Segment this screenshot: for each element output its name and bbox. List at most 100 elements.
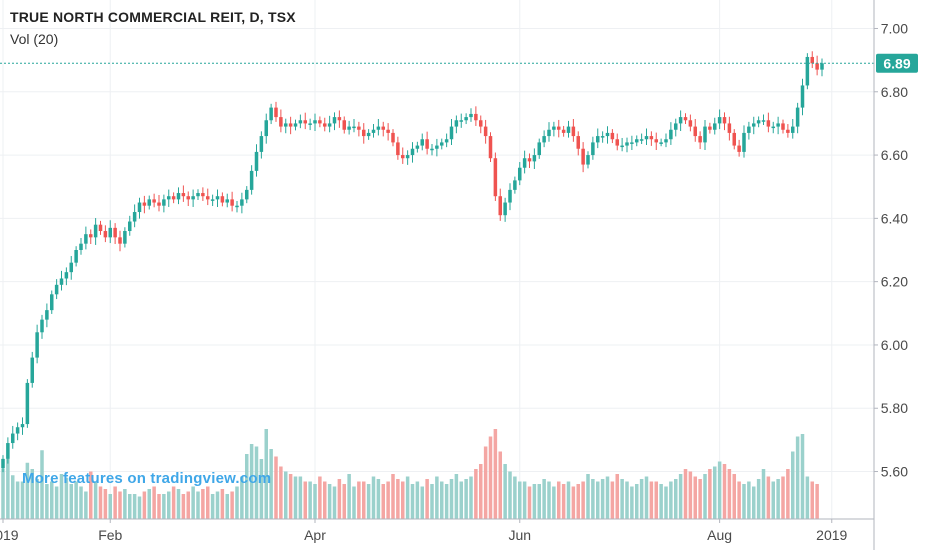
- volume-bar: [64, 477, 69, 519]
- volume-bar: [322, 481, 327, 519]
- candle-body: [410, 148, 415, 156]
- volume-bar: [118, 491, 122, 519]
- volume-bar: [537, 484, 542, 519]
- volume-bar: [113, 486, 117, 519]
- candle-body: [142, 202, 147, 206]
- volume-bar: [371, 476, 376, 519]
- volume-bar: [517, 481, 522, 519]
- candle-body: [678, 117, 683, 124]
- volume-bar: [435, 476, 439, 519]
- price-series: [1, 51, 824, 473]
- volume-bar: [527, 486, 532, 519]
- volume-bar: [186, 491, 191, 519]
- candle-body: [625, 142, 629, 146]
- volume-bar: [308, 481, 312, 519]
- volume-bar: [269, 449, 273, 519]
- price-tick-label: 6.00: [881, 337, 908, 353]
- candle-body: [615, 139, 620, 146]
- volume-bar: [1, 469, 5, 519]
- candle-body: [537, 142, 542, 156]
- volume-bar: [225, 494, 230, 519]
- volume-bar: [181, 494, 186, 519]
- candle-body: [162, 199, 166, 206]
- candle-body: [69, 262, 74, 273]
- candle-body: [59, 278, 64, 285]
- volume-bar: [191, 486, 195, 519]
- candle-body: [45, 310, 49, 320]
- volume-bar: [464, 479, 468, 519]
- volume-bar: [708, 469, 712, 519]
- volume-bar: [59, 474, 64, 519]
- time-tick-label: 2019: [0, 527, 19, 543]
- candle-body: [171, 196, 176, 200]
- volume-bar: [74, 481, 78, 519]
- volume-bar: [235, 486, 239, 519]
- volume-bar: [396, 479, 400, 519]
- candle-body: [464, 117, 468, 121]
- candle-body: [254, 151, 259, 171]
- candle-body: [210, 199, 215, 201]
- volume-bar: [488, 436, 493, 519]
- volume-bar: [561, 484, 566, 519]
- volume-bar: [210, 494, 215, 519]
- candle-body: [503, 202, 507, 216]
- volume-bar: [688, 471, 693, 519]
- volume-bar: [230, 491, 234, 519]
- price-tick-label: 5.60: [881, 464, 908, 480]
- volume-bar: [659, 484, 663, 519]
- candle-body: [449, 126, 454, 140]
- volume-bar: [15, 481, 20, 519]
- candle-body: [498, 196, 503, 216]
- price-tick-label: 6.40: [881, 210, 908, 226]
- candle-body: [118, 237, 122, 244]
- tradingview-watermark-link[interactable]: More features on tradingview.com: [22, 470, 272, 487]
- volume-bar: [503, 464, 507, 519]
- time-tick-label: 2019: [816, 527, 847, 543]
- candle-body: [732, 132, 737, 146]
- volume-bar: [459, 481, 464, 519]
- volume-bar: [303, 481, 308, 519]
- candle-body: [708, 126, 712, 130]
- candle-body: [191, 196, 195, 200]
- candle-body: [84, 234, 88, 244]
- candle-body: [727, 123, 732, 133]
- candle-body: [259, 136, 264, 152]
- volume-bar: [444, 484, 449, 519]
- volume-bar: [600, 479, 605, 519]
- volume-bar: [415, 481, 420, 519]
- candle-body: [235, 205, 239, 208]
- candle-body: [205, 196, 210, 200]
- time-tick-label: Jun: [508, 527, 531, 543]
- candle-body: [132, 212, 137, 222]
- volume-bar: [123, 489, 127, 519]
- volume-bar: [542, 479, 546, 519]
- candle-body: [347, 126, 351, 130]
- candle-body: [30, 357, 35, 383]
- volume-bar: [571, 486, 576, 519]
- candle-body: [703, 126, 707, 143]
- price-tick-label: 6.60: [881, 147, 908, 163]
- volume-bar: [566, 481, 571, 519]
- candle-body: [483, 126, 488, 137]
- volume-bar: [673, 479, 678, 519]
- candle-body: [605, 132, 610, 137]
- volume-bar: [698, 479, 702, 519]
- candle-body: [20, 424, 25, 428]
- candle-body: [737, 145, 741, 152]
- volume-bar: [201, 489, 205, 519]
- candle-body: [610, 132, 615, 140]
- candle-body: [400, 155, 405, 159]
- candle-body: [293, 123, 298, 127]
- volume-bar: [259, 459, 264, 519]
- candle-body: [123, 231, 127, 244]
- time-axis[interactable]: 2019 Feb Apr Jun Aug 2019: [0, 519, 848, 543]
- candle-body: [274, 107, 278, 118]
- candle-body: [430, 148, 434, 151]
- volume-bar: [717, 461, 722, 519]
- candle-body: [717, 117, 722, 124]
- volume-bar: [420, 486, 425, 519]
- candle-body: [712, 123, 717, 130]
- price-axis[interactable]: 7.00 6.80 6.60 6.40 6.20 6.00 5.80 5.60: [874, 20, 908, 480]
